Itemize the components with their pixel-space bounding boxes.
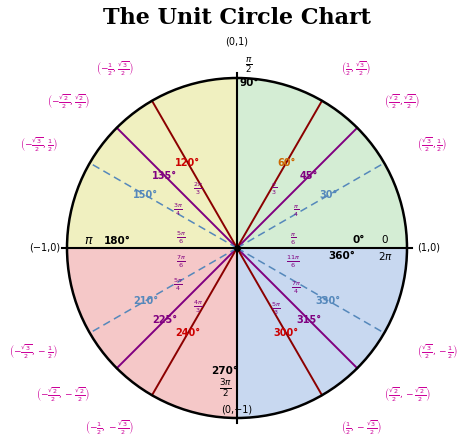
- Text: $\frac{5\pi}{3}$: $\frac{5\pi}{3}$: [271, 300, 281, 317]
- Text: $\frac{7\pi}{6}$: $\frac{7\pi}{6}$: [176, 253, 186, 270]
- Text: 30°: 30°: [319, 190, 337, 200]
- Text: 0: 0: [382, 235, 388, 245]
- Text: $\frac{5\pi}{4}$: $\frac{5\pi}{4}$: [173, 276, 183, 293]
- Text: $\left(-\frac{\sqrt{2}}{2}, \frac{\sqrt{2}}{2}\right)$: $\left(-\frac{\sqrt{2}}{2}, \frac{\sqrt{…: [47, 92, 91, 110]
- Text: $\frac{2\pi}{3}$: $\frac{2\pi}{3}$: [193, 181, 203, 197]
- Text: $\left(\frac{\sqrt{3}}{2}, \frac{1}{2}\right)$: $\left(\frac{\sqrt{3}}{2}, \frac{1}{2}\r…: [417, 135, 447, 154]
- Wedge shape: [237, 78, 407, 248]
- Text: $\frac{\pi}{4}$: $\frac{\pi}{4}$: [293, 204, 299, 219]
- Text: $\frac{3\pi}{2}$: $\frac{3\pi}{2}$: [219, 377, 231, 399]
- Text: 180°: 180°: [103, 236, 130, 246]
- Text: 240°: 240°: [175, 328, 200, 338]
- Text: 150°: 150°: [133, 190, 158, 200]
- Wedge shape: [67, 78, 237, 248]
- Text: (0,−1): (0,−1): [221, 405, 253, 415]
- Text: $\left(\frac{\sqrt{2}}{2}, -\frac{\sqrt{2}}{2}\right)$: $\left(\frac{\sqrt{2}}{2}, -\frac{\sqrt{…: [383, 385, 430, 404]
- Text: $2\pi$: $2\pi$: [377, 250, 392, 262]
- Text: 300°: 300°: [274, 328, 299, 338]
- Text: $\left(-\frac{\sqrt{3}}{2}, -\frac{1}{2}\right)$: $\left(-\frac{\sqrt{3}}{2}, -\frac{1}{2}…: [9, 343, 57, 361]
- Wedge shape: [237, 248, 407, 418]
- Text: 60°: 60°: [277, 158, 295, 168]
- Text: $\frac{4\pi}{3}$: $\frac{4\pi}{3}$: [193, 299, 203, 316]
- Text: $\left(\frac{1}{2}, -\frac{\sqrt{3}}{2}\right)$: $\left(\frac{1}{2}, -\frac{\sqrt{3}}{2}\…: [341, 418, 382, 437]
- Text: $\left(\frac{\sqrt{3}}{2}, -\frac{1}{2}\right)$: $\left(\frac{\sqrt{3}}{2}, -\frac{1}{2}\…: [417, 343, 458, 361]
- Text: $\left(-\frac{1}{2}, \frac{\sqrt{3}}{2}\right)$: $\left(-\frac{1}{2}, \frac{\sqrt{3}}{2}\…: [96, 59, 133, 77]
- Text: $\frac{\pi}{2}$: $\frac{\pi}{2}$: [245, 55, 253, 75]
- Text: (−1,0): (−1,0): [29, 243, 61, 253]
- Text: $\frac{5\pi}{6}$: $\frac{5\pi}{6}$: [176, 230, 186, 246]
- Text: $\left(\frac{1}{2}, \frac{\sqrt{3}}{2}\right)$: $\left(\frac{1}{2}, \frac{\sqrt{3}}{2}\r…: [341, 59, 371, 77]
- Text: $\left(-\frac{\sqrt{3}}{2}, \frac{1}{2}\right)$: $\left(-\frac{\sqrt{3}}{2}, \frac{1}{2}\…: [19, 135, 57, 154]
- Text: (1,0): (1,0): [418, 243, 440, 253]
- Text: 210°: 210°: [133, 295, 158, 306]
- Text: The Unit Circle Chart: The Unit Circle Chart: [103, 7, 371, 29]
- Text: 0°: 0°: [353, 235, 365, 245]
- Text: 225°: 225°: [152, 315, 177, 325]
- Text: $\left(\frac{\sqrt{2}}{2}, \frac{\sqrt{2}}{2}\right)$: $\left(\frac{\sqrt{2}}{2}, \frac{\sqrt{2…: [383, 92, 419, 110]
- Text: 120°: 120°: [175, 158, 200, 168]
- Text: 360°: 360°: [328, 251, 356, 261]
- Text: $\pi$: $\pi$: [84, 235, 94, 247]
- Text: $\left(-\frac{\sqrt{2}}{2}, -\frac{\sqrt{2}}{2}\right)$: $\left(-\frac{\sqrt{2}}{2}, -\frac{\sqrt…: [36, 385, 91, 404]
- Text: $\left(-\frac{1}{2}, -\frac{\sqrt{3}}{2}\right)$: $\left(-\frac{1}{2}, -\frac{\sqrt{3}}{2}…: [84, 418, 133, 437]
- Text: $\frac{\pi}{3}$: $\frac{\pi}{3}$: [272, 182, 277, 197]
- Wedge shape: [67, 248, 237, 418]
- Text: (0,1): (0,1): [226, 37, 248, 47]
- Text: 315°: 315°: [297, 315, 322, 325]
- Text: 45°: 45°: [300, 171, 319, 181]
- Text: $\frac{7\pi}{4}$: $\frac{7\pi}{4}$: [291, 280, 301, 296]
- Text: 90°: 90°: [239, 78, 259, 88]
- Text: 270°: 270°: [211, 366, 238, 376]
- Text: $\frac{\pi}{6}$: $\frac{\pi}{6}$: [290, 232, 296, 247]
- Text: $\frac{11\pi}{6}$: $\frac{11\pi}{6}$: [286, 253, 300, 270]
- Text: 135°: 135°: [152, 171, 177, 181]
- Text: 330°: 330°: [316, 295, 341, 306]
- Text: $\frac{3\pi}{4}$: $\frac{3\pi}{4}$: [173, 201, 183, 218]
